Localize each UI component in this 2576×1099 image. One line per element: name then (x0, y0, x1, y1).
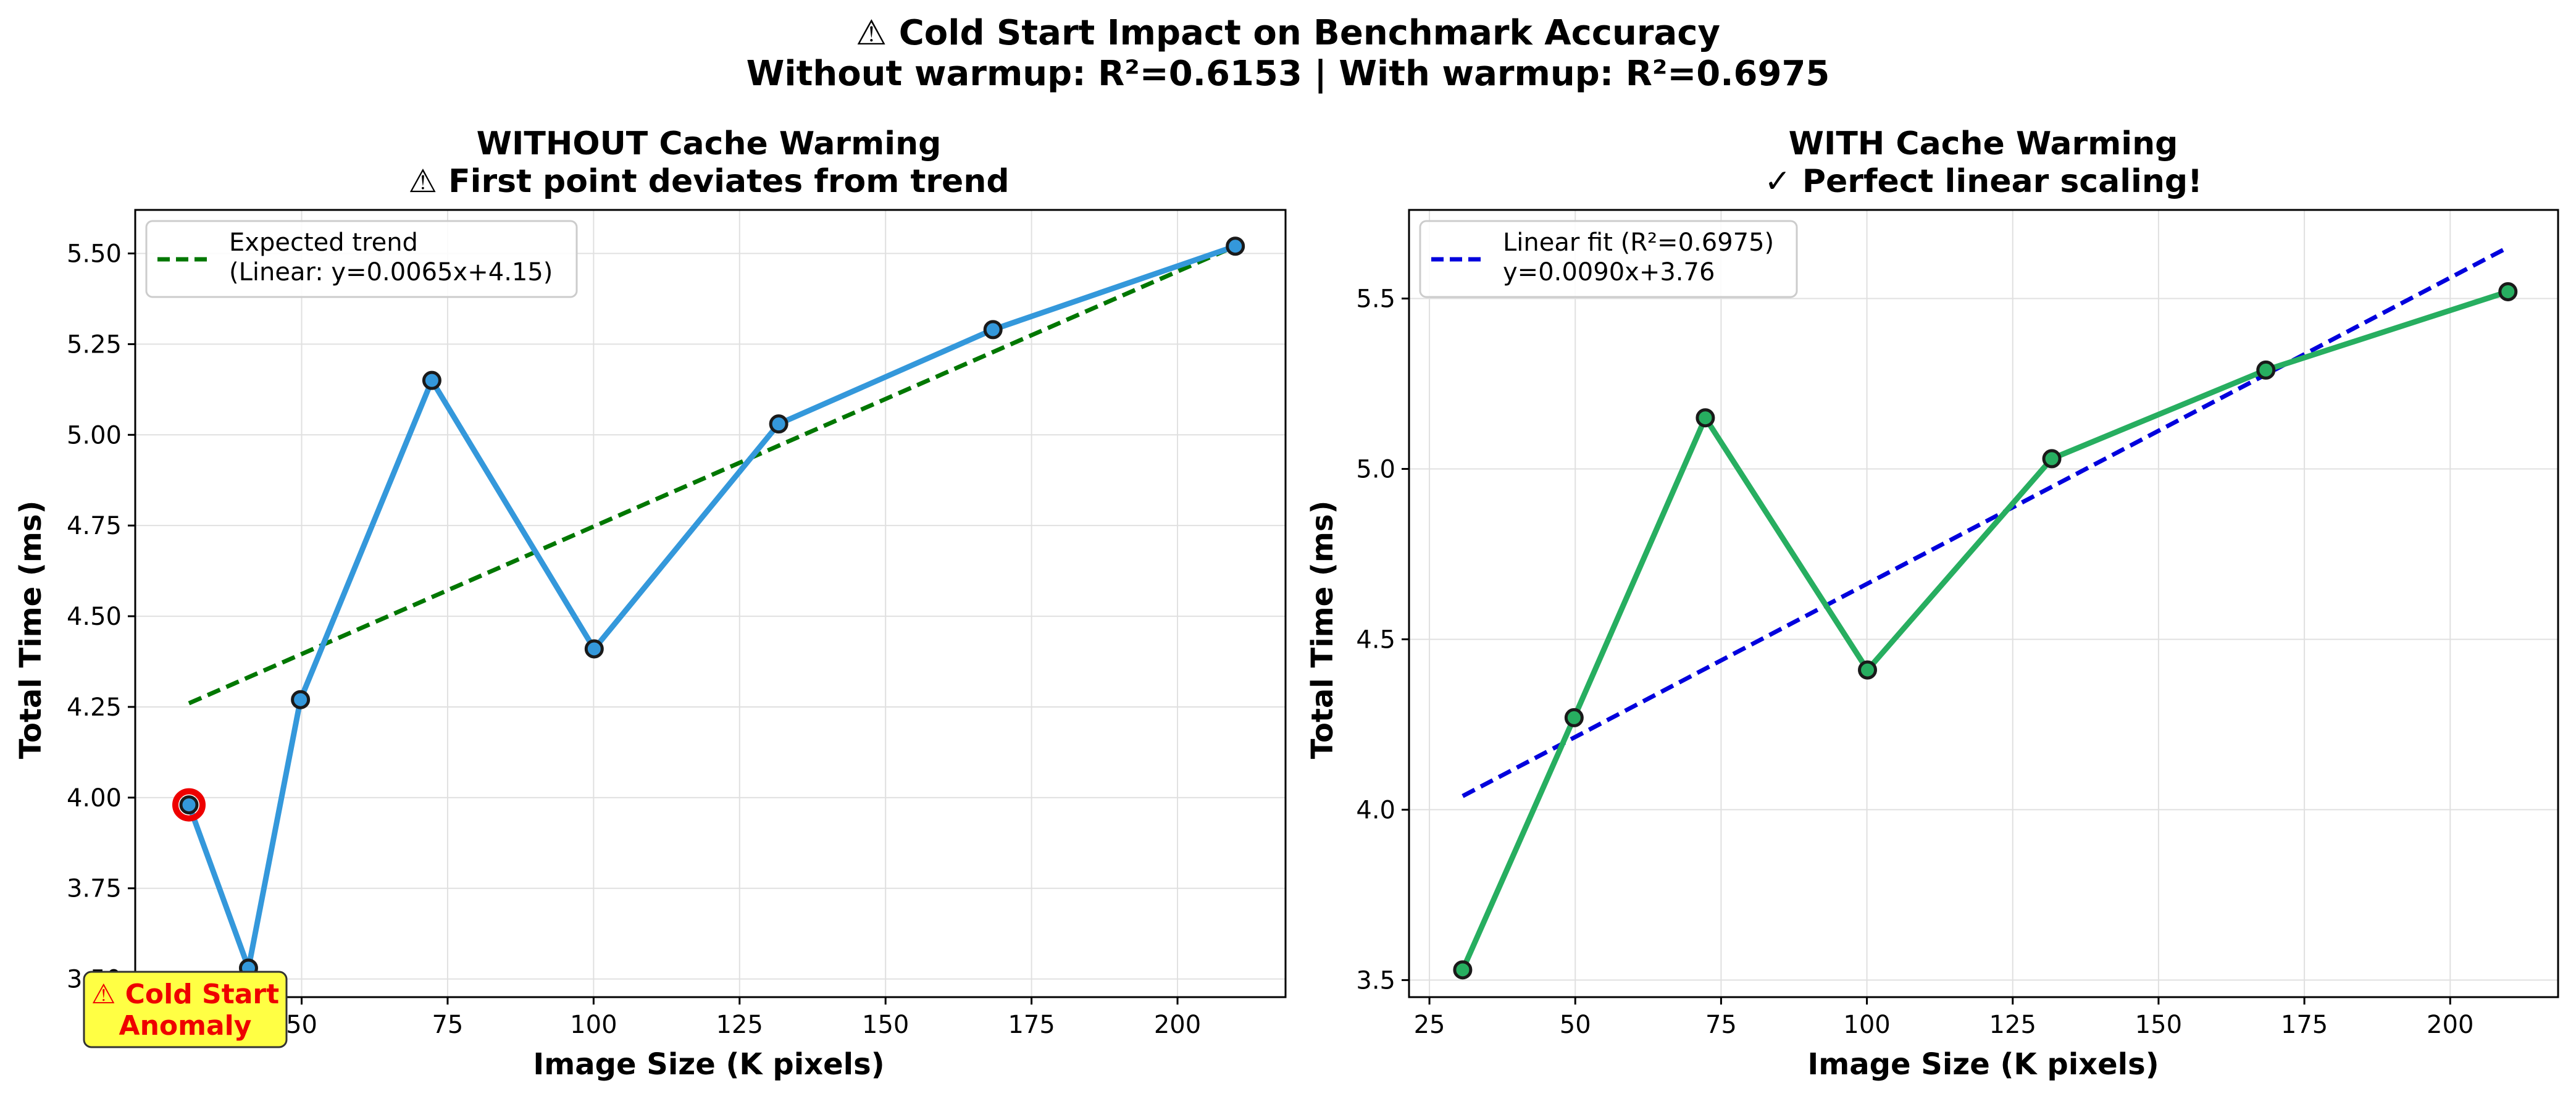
left-y-tick-label: 3.75 (67, 875, 122, 903)
left-y-tick-label: 5.00 (67, 421, 122, 449)
left-x-tick-label: 175 (1008, 1011, 1055, 1039)
annotation-label-line2: Anomaly (119, 1010, 252, 1042)
right-x-tick-label: 75 (1705, 1011, 1737, 1039)
left-y-tick-label: 4.25 (67, 693, 122, 722)
right-y-tick-label: 5.0 (1356, 455, 1395, 483)
left-x-tick-label: 200 (1154, 1011, 1201, 1039)
left-chart-title-line2: ⚠ First point deviates from trend (408, 163, 1009, 200)
right-legend-label-line1: Linear fit (R²=0.6975) (1503, 228, 1774, 257)
right-x-tick-label: 125 (1989, 1011, 2036, 1039)
right-data-point (1453, 960, 1473, 980)
left-data-point (983, 320, 1003, 340)
left-legend-label-line1: Expected trend (229, 228, 418, 257)
left-plot-frame (134, 209, 1287, 998)
chart-without-warming: WITHOUT Cache Warming ⚠ First point devi… (14, 125, 1287, 1082)
right-x-tick-label: 25 (1414, 1011, 1445, 1039)
right-x-tick-label: 100 (1843, 1011, 1890, 1039)
right-data-point (2256, 360, 2276, 380)
left-data-point (422, 370, 441, 390)
right-series-line (1460, 289, 2509, 971)
left-data-point (769, 414, 788, 434)
left-x-tick-label: 150 (862, 1011, 909, 1039)
left-x-tick-label: 100 (570, 1011, 617, 1039)
left-data-point (179, 795, 199, 815)
left-data-point (291, 690, 311, 709)
left-x-tick-label: 50 (286, 1011, 317, 1039)
chart-with-warming: WITH Cache Warming ✓ Perfect linear scal… (1305, 125, 2559, 1082)
right-x-tick-label: 200 (2427, 1011, 2474, 1039)
left-data-point (1226, 236, 1245, 256)
cold-start-annotation: ⚠ Cold Start Anomaly (83, 971, 288, 1048)
right-data-point (2498, 282, 2518, 301)
right-x-axis-label: Image Size (K pixels) (1807, 1047, 2159, 1082)
right-trend-line (1462, 245, 2509, 798)
right-data-point (1858, 660, 1878, 680)
annotation-label-line1: ⚠ Cold Start (91, 979, 279, 1010)
right-chart-title-line2: ✓ Perfect linear scaling! (1764, 163, 2202, 200)
right-y-tick-label: 4.0 (1356, 796, 1395, 824)
left-data-point (584, 639, 604, 659)
left-x-tick-label: 125 (716, 1011, 763, 1039)
left-y-tick-label: 4.75 (67, 512, 122, 540)
left-series-line (186, 243, 1237, 971)
left-y-tick-label: 5.50 (67, 240, 122, 269)
right-legend: Linear fit (R²=0.6975) y=0.0090x+3.76 (1419, 220, 1798, 298)
right-data-point (2042, 449, 2062, 469)
right-y-axis-label: Total Time (ms) (1305, 501, 1340, 759)
figure-title-line1: ⚠ Cold Start Impact on Benchmark Accurac… (856, 13, 1720, 53)
right-legend-box (1419, 220, 1798, 298)
right-plot-frame (1408, 209, 2559, 998)
right-x-tick-label: 175 (2281, 1011, 2328, 1039)
right-x-tick-label: 50 (1560, 1011, 1591, 1039)
left-y-tick-label: 4.50 (67, 603, 122, 631)
cold-start-highlight-ring (172, 788, 206, 822)
right-chart-title-line1: WITH Cache Warming (1789, 125, 2178, 162)
right-y-tick-label: 4.5 (1356, 625, 1395, 654)
left-trend-line (188, 244, 1237, 706)
right-x-tick-label: 150 (2135, 1011, 2182, 1039)
left-chart-title-line1: WITHOUT Cache Warming (477, 125, 942, 162)
right-data-point (1564, 708, 1584, 727)
left-y-tick-label: 5.25 (67, 330, 122, 359)
figure-title-line2: Without warmup: R²=0.6153 | With warmup:… (746, 54, 1830, 94)
left-legend-box (145, 220, 578, 298)
right-y-tick-label: 5.5 (1356, 285, 1395, 314)
right-y-tick-label: 3.5 (1356, 966, 1395, 995)
right-legend-label-line2: y=0.0090x+3.76 (1503, 258, 1715, 286)
left-y-tick-label: 4.00 (67, 784, 122, 813)
right-data-point (1696, 408, 1715, 428)
left-legend: Expected trend (Linear: y=0.0065x+4.15) (145, 220, 578, 298)
left-x-tick-label: 75 (432, 1011, 463, 1039)
left-y-axis-label: Total Time (ms) (14, 501, 48, 759)
annotation-box (83, 971, 288, 1048)
left-x-axis-label: Image Size (K pixels) (533, 1047, 884, 1082)
left-legend-label-line2: (Linear: y=0.0065x+4.15) (229, 258, 553, 286)
